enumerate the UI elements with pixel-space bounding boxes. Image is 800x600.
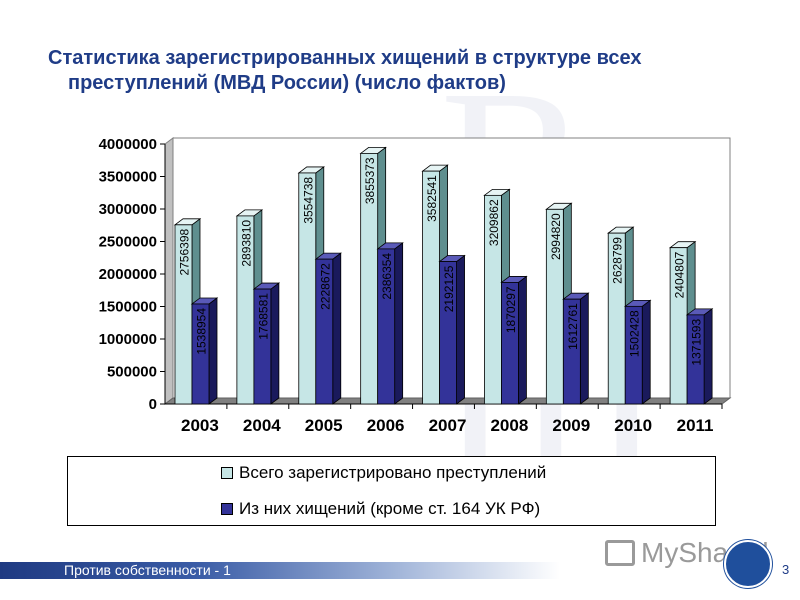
y-tick-label: 3500000 xyxy=(99,169,157,186)
title-line-1: Статистика зарегистрированных хищений в … xyxy=(48,47,642,69)
x-tick-label: 2011 xyxy=(677,416,714,435)
title-line-2: преступлений (МВД России) (число фактов) xyxy=(68,72,506,94)
x-tick-label: 2003 xyxy=(181,416,219,435)
bar-side-1 xyxy=(641,299,651,405)
bar-value-label: 2386354 xyxy=(380,253,394,300)
legend-label-total: Всего зарегистрировано преступлений xyxy=(239,463,547,482)
y-tick-label: 1500000 xyxy=(99,299,157,316)
page-number: 3 xyxy=(782,562,790,577)
bar-value-label: 2628799 xyxy=(611,237,625,284)
bar-side-1 xyxy=(703,308,713,405)
bar-value-label: 1538954 xyxy=(195,308,209,355)
footer-text: Против собственности - 1 xyxy=(64,562,231,578)
bar-thefts xyxy=(624,305,643,405)
bar-thefts xyxy=(439,261,457,405)
bar-thefts xyxy=(377,248,396,405)
bar-value-label: 2228672 xyxy=(318,263,332,310)
bar-value-label: 1768581 xyxy=(256,293,270,340)
bar-side-1 xyxy=(208,297,218,405)
chart-legend: Всего зарегистрировано преступлений Из н… xyxy=(67,456,716,526)
bar-value-label: 3554738 xyxy=(301,177,315,224)
bar-side-1 xyxy=(332,252,342,405)
bar-value-label: 2192125 xyxy=(442,265,456,312)
bar-value-label: 2404807 xyxy=(673,251,687,298)
footer: Против собственности - 1 xyxy=(0,562,800,582)
bar-value-label: 2893810 xyxy=(239,220,253,267)
x-tick-label: 2007 xyxy=(429,416,467,435)
bar-side-1 xyxy=(394,242,404,405)
bar-value-label: 3855373 xyxy=(363,157,377,204)
bar-side-1 xyxy=(456,254,465,405)
legend-item-total: Всего зарегистрировано преступлений xyxy=(221,463,546,483)
legend-item-thefts: Из них хищений (кроме ст. 164 УК РФ) xyxy=(221,499,540,519)
monitor-icon xyxy=(605,540,635,566)
bar-side-1 xyxy=(270,282,280,405)
bar-value-label: 1502428 xyxy=(628,310,642,357)
legend-swatch-thefts xyxy=(221,503,233,515)
bar-thefts xyxy=(191,303,210,405)
x-tick-label: 2005 xyxy=(305,416,343,435)
x-tick-label: 2010 xyxy=(614,416,652,435)
bar-value-label: 1371593 xyxy=(690,319,704,366)
y-tick-label: 4000000 xyxy=(99,136,157,153)
x-tick-label: 2004 xyxy=(243,416,281,435)
legend-swatch-total xyxy=(221,467,233,479)
chart-side-wall xyxy=(164,137,174,405)
bar-value-label: 2756398 xyxy=(178,229,192,276)
x-tick-label: 2009 xyxy=(552,416,590,435)
y-tick-label: 3000000 xyxy=(99,201,157,218)
bar-value-label: 2994820 xyxy=(549,213,563,260)
y-tick-label: 0 xyxy=(149,396,157,413)
bar-value-label: 3209862 xyxy=(487,199,501,246)
y-tick-label: 2500000 xyxy=(99,234,157,251)
bar-chart: 0 500000 1000000 1500000 2000000 2500000 30000… xyxy=(99,136,732,435)
bar-side-1 xyxy=(579,292,589,405)
bar-thefts xyxy=(253,288,272,405)
bar-value-label: 1870297 xyxy=(504,286,518,333)
x-tick-label: 2006 xyxy=(367,416,405,435)
y-tick-label: 1000000 xyxy=(99,331,157,348)
bar-value-label: 3582541 xyxy=(425,175,439,222)
y-tick-label: 2000000 xyxy=(99,266,157,283)
x-tick-label: 2008 xyxy=(490,416,528,435)
bar-thefts xyxy=(315,258,334,405)
footer-bar xyxy=(0,562,560,579)
legend-label-thefts: Из них хищений (кроме ст. 164 УК РФ) xyxy=(239,499,541,518)
university-logo xyxy=(724,540,772,588)
bar-thefts xyxy=(562,298,581,405)
bar-thefts xyxy=(501,282,519,405)
y-tick-label: 500000 xyxy=(107,364,157,381)
bar-side-1 xyxy=(518,275,527,405)
slide-title: Статистика зарегистрированных хищений в … xyxy=(48,46,768,96)
bar-thefts xyxy=(686,314,705,405)
bar-value-label: 1612761 xyxy=(566,303,580,350)
